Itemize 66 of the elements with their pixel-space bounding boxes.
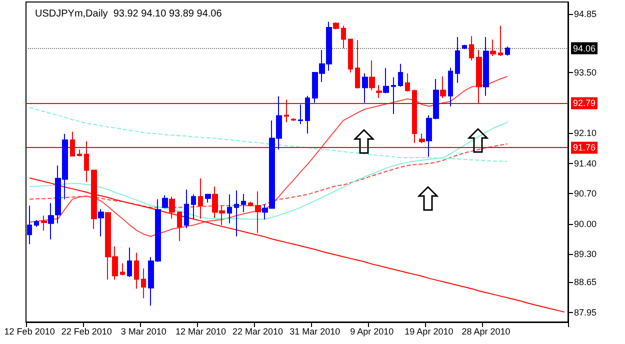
y-tick-label: 91.40 [574, 158, 597, 168]
candlestick [255, 190, 261, 234]
candlestick [27, 205, 32, 245]
y-tick-label: 87.95 [574, 307, 597, 318]
y-tick-label: 93.50 [574, 67, 597, 78]
x-tick-label: 31 Mar 2010 [290, 326, 340, 336]
candlestick [298, 104, 303, 124]
candlestick [41, 215, 47, 232]
x-tick-label: 22 Mar 2010 [232, 326, 284, 336]
candlestick [333, 22, 339, 30]
x-tick-label: 19 Apr 2010 [404, 326, 454, 336]
candlestick [483, 36, 489, 96]
candlestick [234, 190, 239, 237]
candlestick [355, 40, 360, 89]
y-tick-label: 94.85 [574, 9, 597, 20]
x-tick-label: 9 Apr 2010 [350, 326, 394, 336]
candlestick [205, 194, 211, 204]
y-tick-label: 90.00 [574, 218, 597, 229]
candlestick [127, 247, 132, 278]
candlestick [419, 132, 425, 144]
text: USDJPYm,Daily 93.92 94.10 93.89 94.06 [35, 8, 222, 20]
line-series [29, 76, 508, 237]
candlestick [348, 38, 353, 73]
candlestick [383, 68, 389, 94]
candlestick [134, 252, 139, 290]
candlestick [177, 211, 182, 242]
y-tick-label: 90.70 [574, 188, 597, 199]
candlestick [376, 84, 382, 98]
x-tick-label: 22 Feb 2010 [61, 326, 112, 336]
candlestick [448, 67, 453, 107]
candlestick [248, 201, 253, 207]
candlestick [462, 44, 467, 50]
candlestick [291, 118, 296, 122]
candlestick [398, 63, 403, 88]
candlestick [120, 262, 125, 276]
candlestick [498, 25, 503, 57]
candlestick [305, 95, 310, 134]
y-tick-label: 88.65 [574, 277, 597, 288]
x-tick-label: 12 Mar 2010 [175, 326, 226, 336]
candlestick [162, 194, 168, 209]
y-tick-label: 92.10 [574, 128, 597, 138]
candlestick [405, 72, 410, 92]
candlestick [191, 194, 196, 220]
candlestick [362, 72, 368, 104]
candlestick [455, 36, 460, 84]
candlestick [490, 39, 496, 57]
candlestick [241, 194, 246, 213]
x-tick-label: 3 Mar 2010 [120, 326, 166, 336]
ref-line-label: 92.79 [573, 98, 596, 108]
candlestick [227, 194, 232, 224]
candlestick [391, 76, 396, 114]
y-tick-label: 89.30 [574, 249, 597, 260]
candlestick [469, 36, 474, 61]
candlestick [440, 76, 446, 98]
candlestick [141, 268, 146, 299]
ref-line-label: 94.06 [573, 43, 596, 54]
ref-line-label: 91.76 [573, 142, 596, 153]
x-tick-label: 28 Apr 2010 [462, 326, 510, 336]
candlestick [505, 46, 510, 56]
candlestick [34, 219, 39, 228]
candlestick [341, 25, 346, 49]
candlestick [98, 208, 104, 237]
x-tick-label: 12 Feb 2010 [4, 326, 55, 336]
candlestick [184, 189, 189, 229]
candlestick [369, 60, 375, 91]
candlestick [169, 196, 175, 220]
